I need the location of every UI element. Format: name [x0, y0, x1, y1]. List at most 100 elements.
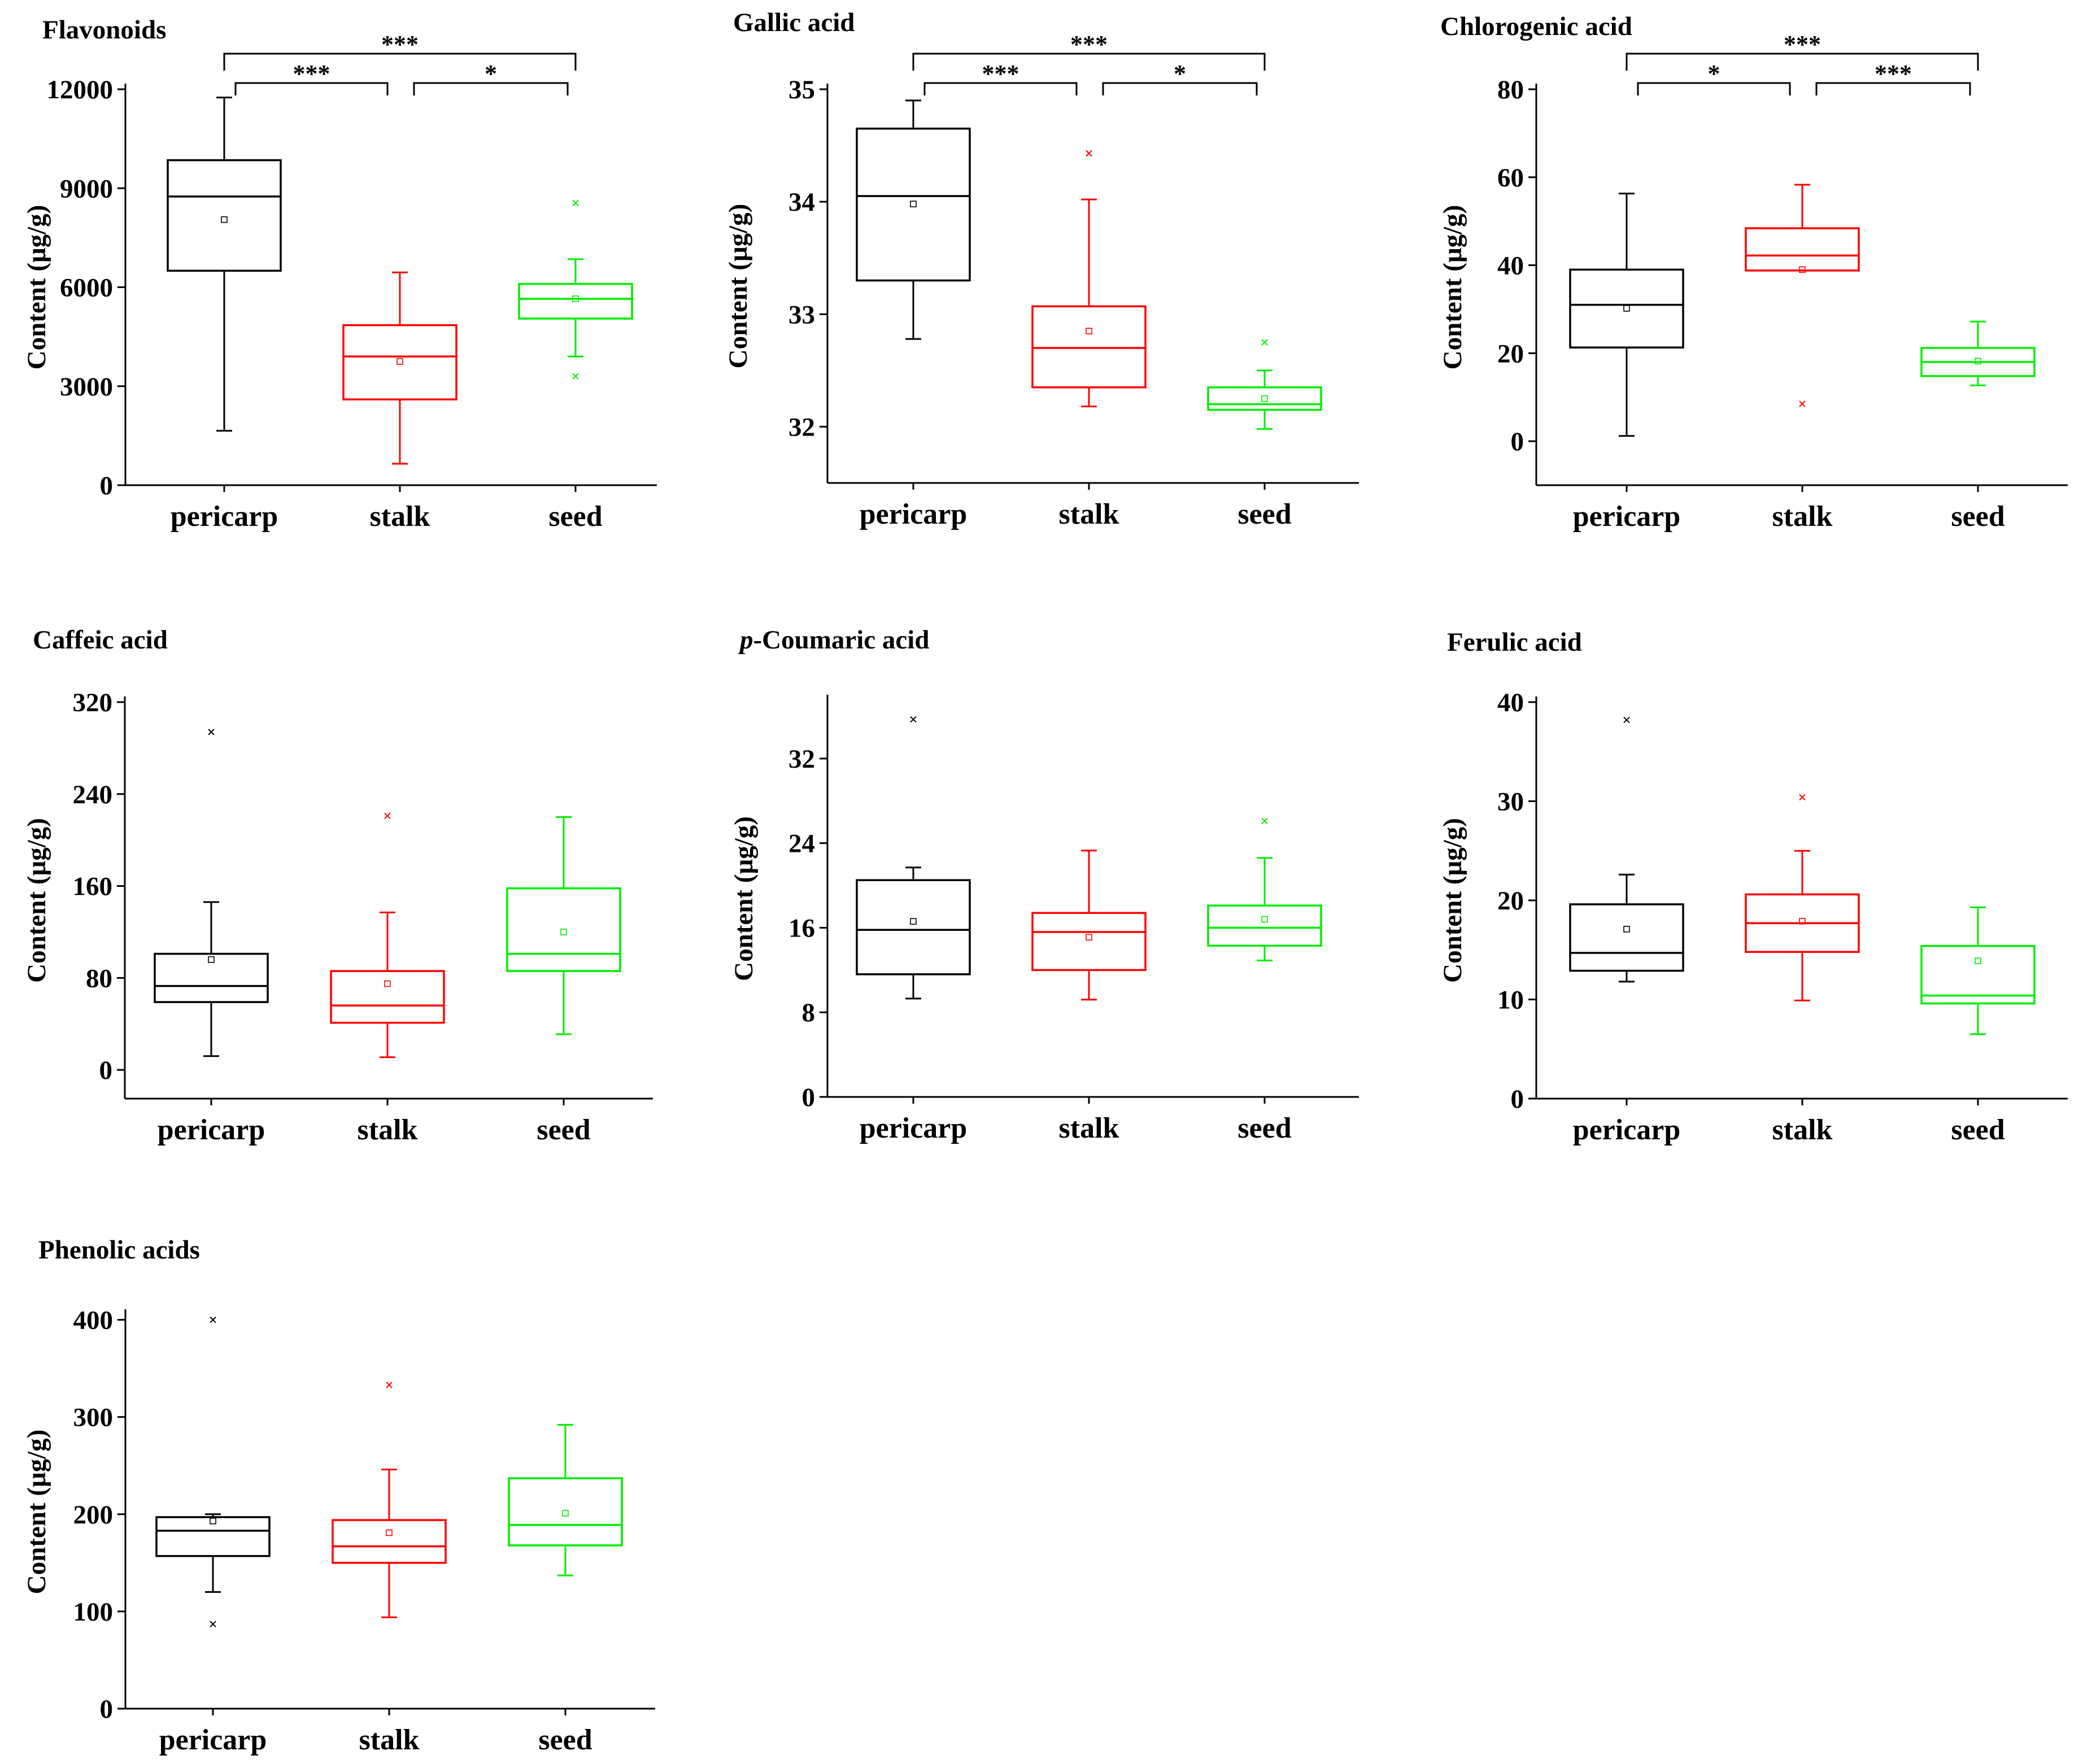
y-tick-label: 240: [73, 780, 113, 809]
x-category-label: pericarp: [159, 1724, 267, 1756]
outlier-stroke: [210, 1621, 216, 1627]
chart-panel-0: Flavonoids 0 3000 6000 9000 12000 Content (μg/…: [22, 15, 657, 533]
outlier-stroke: [208, 729, 215, 735]
significance-bracket: ***: [1626, 31, 1979, 71]
significance-bracket: ***: [234, 60, 389, 95]
mean-marker: [1623, 305, 1630, 312]
y-tick-label: 3000: [60, 372, 113, 402]
outlier-marker: [1623, 716, 1630, 724]
x-category-label: seed: [537, 1114, 590, 1146]
box-stalk: [1745, 184, 1860, 407]
significance-bracket: ***: [223, 31, 577, 71]
y-tick-label: 60: [1497, 163, 1524, 193]
x-category-label: stalk: [1059, 1112, 1119, 1144]
box-seed: [1207, 339, 1322, 430]
bracket-line: [1815, 82, 1971, 95]
panel-title-text: Phenolic acids: [38, 1235, 200, 1265]
iqr-box: [508, 1477, 623, 1547]
outlier-marker: [1799, 400, 1806, 407]
iqr-box: [167, 159, 282, 272]
y-tick-label: 24: [788, 829, 815, 859]
y-axis-label: Content (μg/g): [1438, 205, 1467, 370]
panel-title: Caffeic acid: [33, 625, 168, 655]
iqr-box: [1745, 227, 1860, 272]
y-tick-label: 0: [100, 471, 114, 500]
y-tick-label: 20: [1497, 886, 1524, 916]
mean-marker: [1261, 395, 1268, 402]
x-category-label: stalk: [1772, 500, 1833, 533]
y-tick-label: 200: [73, 1500, 114, 1530]
iqr-box: [1920, 944, 2036, 1005]
y-tick-label: 0: [100, 1695, 114, 1724]
iqr-box: [330, 970, 445, 1024]
x-category-label: seed: [538, 1724, 592, 1756]
panel-title-text: Chlorogenic acid: [1440, 12, 1632, 41]
y-tick-label: 0: [1511, 427, 1524, 456]
y-axis-label: Content (μg/g): [22, 1430, 51, 1595]
mean-marker: [560, 929, 567, 935]
chart-panel-1: Gallic acid 32 33 34 35 Content (μg/g) pericar…: [724, 8, 1359, 530]
outlier-stroke: [1261, 339, 1268, 346]
box-seed: [518, 199, 633, 380]
bracket-line: [1102, 82, 1258, 95]
mean-marker: [1975, 358, 1981, 365]
outlier-stroke: [1799, 794, 1806, 801]
outlier-stroke: [1261, 817, 1268, 825]
outlier-stroke: [386, 1382, 393, 1388]
y-axis-label: Content (μg/g): [22, 818, 51, 983]
iqr-box: [154, 952, 269, 1003]
iqr-box: [1031, 305, 1147, 389]
x-category-label: stalk: [358, 1114, 418, 1146]
significance-bracket: *: [1637, 60, 1791, 95]
box-pericarp: [1569, 716, 1684, 983]
panel-title-text: Gallic acid: [733, 8, 855, 37]
outlier-marker: [210, 1316, 216, 1323]
x-category-label: pericarp: [860, 1112, 968, 1144]
y-tick-label: 33: [788, 300, 815, 329]
y-tick-label: 320: [73, 688, 113, 717]
outlier-stroke: [1623, 716, 1630, 724]
mean-marker: [221, 216, 228, 223]
y-tick-label: 160: [73, 872, 113, 901]
outlier-stroke: [210, 1316, 216, 1323]
significance-bracket: ***: [923, 60, 1078, 95]
x-category-label: pericarp: [171, 500, 278, 533]
mean-marker: [1799, 918, 1806, 925]
x-category-label: seed: [548, 500, 602, 533]
box-pericarp: [1569, 193, 1684, 437]
box-stalk: [330, 812, 445, 1059]
box-seed: [508, 1423, 623, 1576]
mean-marker: [1975, 957, 1981, 964]
y-tick-label: 0: [802, 1083, 816, 1112]
y-tick-label: 8: [802, 998, 816, 1027]
significance-bracket: ***: [1815, 60, 1971, 95]
outlier-stroke: [384, 812, 391, 820]
outlier-marker: [1261, 817, 1268, 825]
y-tick-label: 30: [1497, 787, 1524, 817]
bracket-line: [234, 82, 389, 95]
panel-title: Phenolic acids: [38, 1235, 200, 1265]
significance-label: *: [1708, 60, 1720, 88]
panel-title-text: Flavonoids: [42, 15, 166, 45]
y-tick-label: 16: [788, 913, 815, 943]
box-pericarp: [856, 716, 971, 1000]
outlier-stroke: [572, 373, 579, 380]
mean-marker: [572, 295, 579, 302]
chart-panel-6: Phenolic acids 0 100 200 300 400 Content (μg/g…: [22, 1235, 655, 1756]
iqr-box: [506, 887, 621, 972]
panel-title: Chlorogenic acid: [1440, 12, 1632, 41]
y-axis-label: Content (μg/g): [729, 816, 759, 981]
mean-marker: [210, 1518, 216, 1525]
outlier-marker: [1799, 794, 1806, 801]
x-category-label: pericarp: [1573, 1114, 1681, 1146]
outlier-marker: [210, 1621, 216, 1627]
mean-marker: [1799, 266, 1806, 273]
panel-title: p-Coumaric acid: [738, 625, 929, 655]
x-category-label: stalk: [359, 1724, 420, 1756]
box-seed: [506, 816, 621, 1035]
x-category-label: stalk: [370, 500, 430, 533]
bracket-line: [1637, 82, 1791, 95]
iqr-box: [856, 879, 971, 975]
y-tick-label: 40: [1497, 251, 1524, 281]
